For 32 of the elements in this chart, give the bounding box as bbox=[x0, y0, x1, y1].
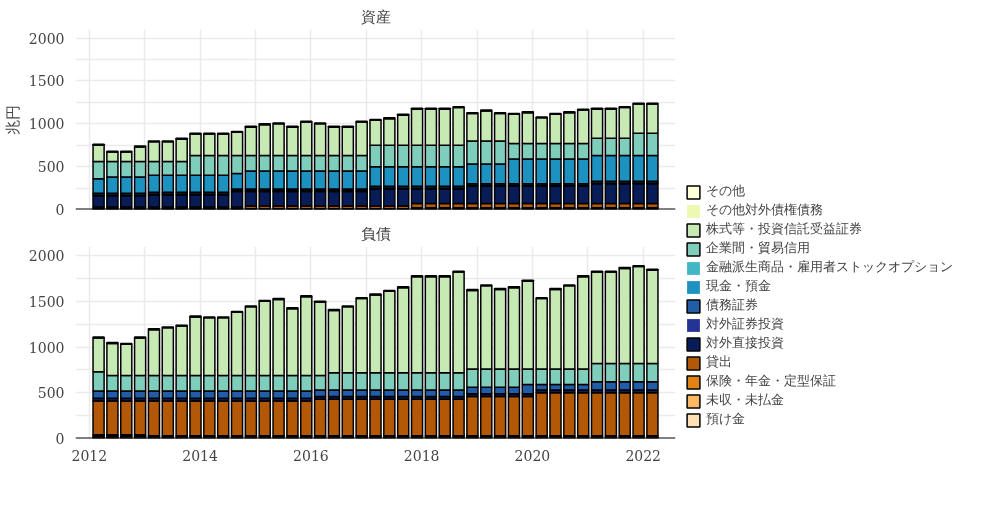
chart-title: 資産 bbox=[360, 7, 391, 25]
x-tick-label: 2012 bbox=[71, 447, 108, 464]
legend-label: 対外証券投資 bbox=[706, 316, 784, 333]
legend-label: 預け金 bbox=[706, 411, 745, 428]
y-tick-label: 0 bbox=[55, 431, 65, 447]
legend-label: 企業間・貿易信用 bbox=[706, 240, 810, 257]
y-axis-title: 兆円 bbox=[3, 104, 21, 135]
y-tick-label: 2000 bbox=[28, 30, 65, 47]
legend-label: 貸出 bbox=[706, 354, 732, 371]
legend-label: 保険・年金・定型保証 bbox=[706, 373, 836, 390]
legend-label: その他対外債権債務 bbox=[706, 202, 823, 219]
chart-title: 負債 bbox=[360, 224, 391, 242]
x-tick-label: 2020 bbox=[514, 447, 551, 464]
y-tick-label: 0 bbox=[55, 202, 65, 218]
y-tick-label: 500 bbox=[37, 385, 65, 402]
legend-label: 金融派生商品・雇用者ストックオプション bbox=[706, 259, 953, 276]
y-tick-label: 1000 bbox=[28, 116, 65, 133]
y-tick-label: 500 bbox=[37, 159, 65, 176]
legend-label: 現金・預金 bbox=[706, 278, 771, 295]
legend-label: 株式等・投資信託受益証券 bbox=[706, 221, 862, 238]
legend-label: その他 bbox=[706, 183, 745, 200]
legend-label: 対外直接投資 bbox=[706, 335, 784, 352]
y-tick-label: 2000 bbox=[28, 248, 65, 265]
y-tick-label: 1500 bbox=[28, 293, 65, 310]
y-tick-label: 1500 bbox=[28, 73, 65, 90]
x-tick-label: 2014 bbox=[182, 447, 219, 464]
x-tick-label: 2022 bbox=[625, 447, 662, 464]
x-tick-label: 2018 bbox=[403, 447, 440, 464]
y-tick-label: 1000 bbox=[28, 339, 65, 356]
x-tick-label: 2016 bbox=[293, 447, 329, 464]
legend-label: 未収・未払金 bbox=[706, 392, 784, 409]
legend-label: 債務証券 bbox=[706, 297, 758, 314]
